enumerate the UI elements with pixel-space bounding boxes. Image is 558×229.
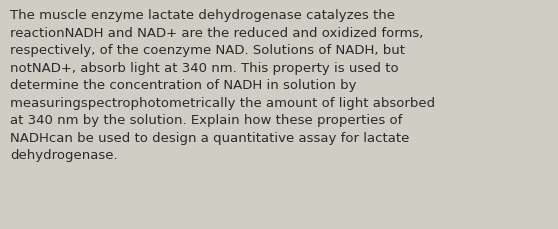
Text: The muscle enzyme lactate dehydrogenase catalyzes the
reactionNADH and NAD+ are : The muscle enzyme lactate dehydrogenase …	[10, 9, 435, 161]
